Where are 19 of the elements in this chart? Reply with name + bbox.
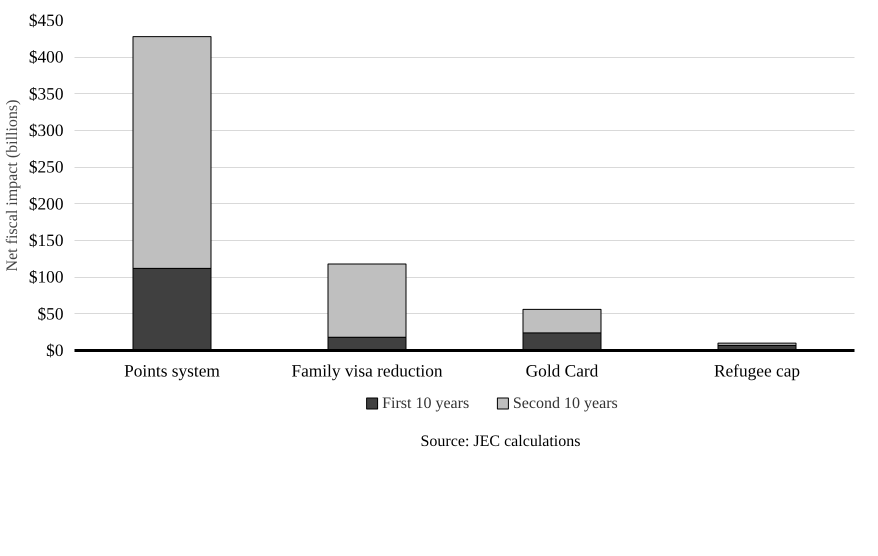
legend-label: Second 10 years [512,395,618,412]
x-tick-label: Gold Card [526,362,599,380]
y-tick-label: $300 [28,121,64,140]
source-note: Source: JEC calculations [420,433,580,450]
x-tick-label: Family visa reduction [291,362,443,380]
y-axis-title: Net fiscal impact (billions) [4,100,21,272]
y-tick-label: $100 [28,268,64,287]
x-tick-label: Refugee cap [714,362,800,380]
x-tick-label: Points system [124,362,220,380]
y-tick-label: $250 [28,158,64,177]
y-tick-label: $400 [28,48,64,67]
y-tick-label: $150 [28,231,64,250]
y-tick-label: $200 [28,194,64,214]
y-tick-label: $450 [28,11,64,30]
bar [718,342,796,346]
y-tick-label: $0 [46,341,64,360]
legend-label: First 10 years [382,395,470,412]
y-tick-label: $350 [28,84,64,104]
y-tick-label: $50 [38,304,64,324]
